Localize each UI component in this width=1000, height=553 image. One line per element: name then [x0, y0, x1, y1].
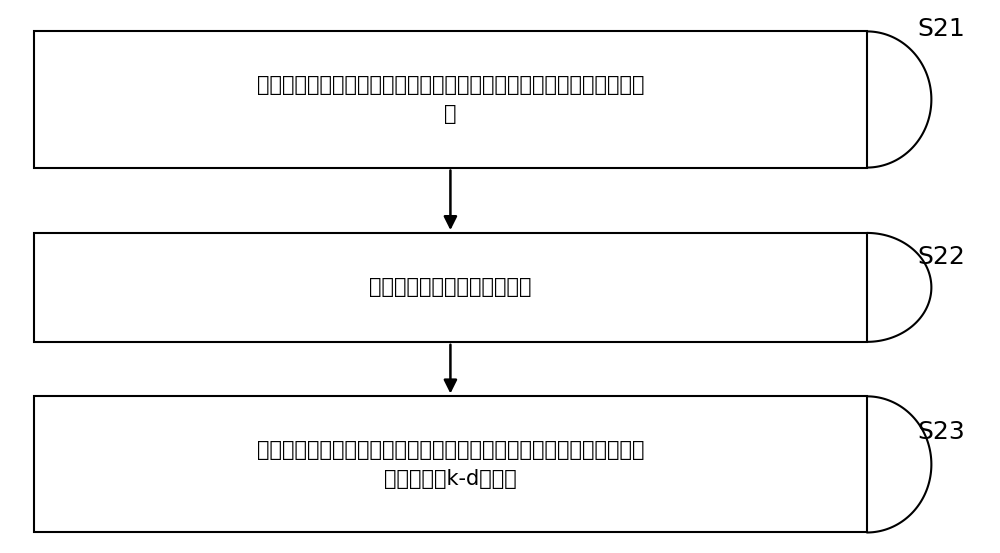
Text: S21: S21 — [917, 17, 965, 41]
FancyBboxPatch shape — [34, 32, 867, 168]
Text: 对每个网格内的点云建立空间索引，所述空间索引为四叉树索引、八叉
树索引或者k-d树索引: 对每个网格内的点云建立空间索引，所述空间索引为四叉树索引、八叉 树索引或者k-d… — [257, 440, 644, 489]
Text: S22: S22 — [917, 246, 965, 269]
Text: 根据所述点云数据的范围，按照预设的尺寸对所述点云数据进行网格划
分: 根据所述点云数据的范围，按照预设的尺寸对所述点云数据进行网格划 分 — [257, 75, 644, 124]
Text: S23: S23 — [917, 420, 965, 444]
FancyBboxPatch shape — [34, 397, 867, 533]
Text: 生成对应每个网格的索引数据: 生成对应每个网格的索引数据 — [369, 278, 532, 298]
FancyBboxPatch shape — [34, 233, 867, 342]
